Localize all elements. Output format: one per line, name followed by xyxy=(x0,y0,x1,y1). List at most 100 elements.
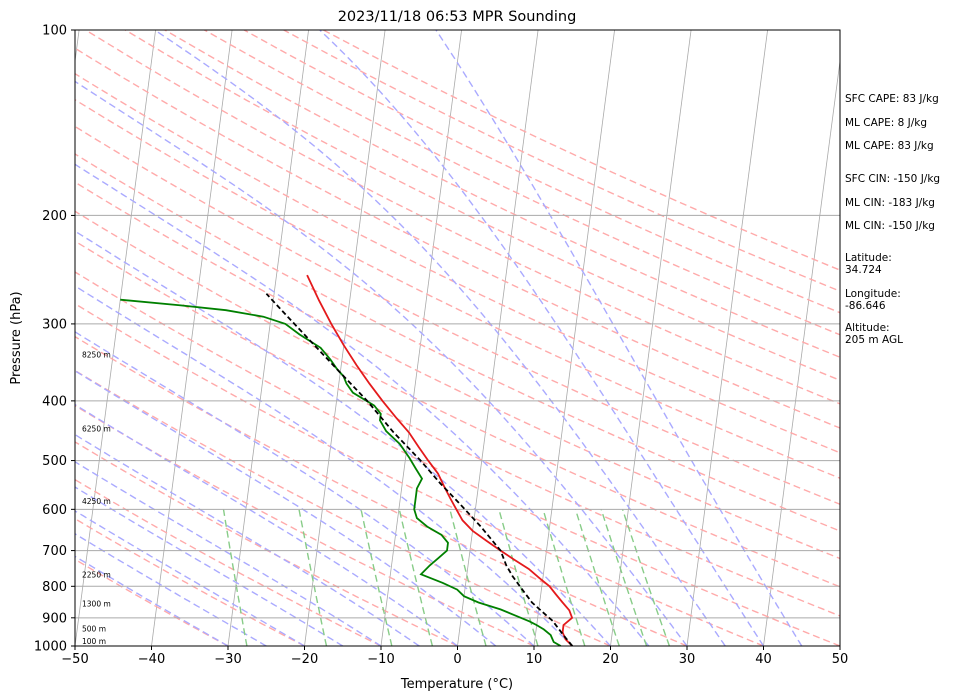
dry-adiabat xyxy=(75,98,840,479)
y-tick-label: 900 xyxy=(42,611,67,626)
stat-annotation: Longitude: xyxy=(845,288,901,300)
stat-annotation: -86.646 xyxy=(845,300,886,312)
dry-adiabat xyxy=(164,30,840,359)
dry-adiabat xyxy=(75,240,840,617)
height-label: 500 m xyxy=(82,625,106,634)
stat-annotation: ML CAPE: 8 J/kg xyxy=(845,117,927,129)
dry-adiabat xyxy=(75,125,840,505)
stat-annotation: SFC CIN: -150 J/kg xyxy=(845,173,940,185)
mixing-ratio-line xyxy=(498,509,539,646)
dry-adiabat xyxy=(75,335,688,646)
isotherm-line xyxy=(227,30,309,646)
moist-adiabat xyxy=(75,80,688,646)
stat-annotation: 205 m AGL xyxy=(845,334,903,346)
moist-adiabat xyxy=(435,30,803,646)
y-tick-label: 600 xyxy=(42,503,67,518)
mixing-ratio-line xyxy=(298,509,328,646)
dry-adiabat xyxy=(75,517,305,646)
isotherm-line xyxy=(75,30,156,646)
stat-annotation: ML CAPE: 83 J/kg xyxy=(845,140,934,152)
y-tick-label: 400 xyxy=(42,394,67,409)
y-tick-label: 300 xyxy=(42,317,67,332)
height-label: 4250 m xyxy=(82,497,111,506)
stat-annotation: SFC CAPE: 83 J/kg xyxy=(845,93,939,105)
stat-annotation: ML CIN: -150 J/kg xyxy=(845,220,935,232)
x-tick-label: 0 xyxy=(453,652,461,667)
height-labels: 100 m 500 m 1300 m 2250 m 4250 m 6250 m 8250 m xyxy=(82,351,111,646)
background-lines xyxy=(0,30,840,646)
moist-adiabat xyxy=(75,330,535,646)
moist-adiabat xyxy=(154,30,726,646)
stat-annotation: 34.724 xyxy=(845,264,882,276)
x-tick-label: 50 xyxy=(832,652,849,667)
isotherm-line xyxy=(610,30,692,646)
x-tick-label: −50 xyxy=(61,652,88,667)
y-axis-label: Pressure (hPa) xyxy=(9,291,24,384)
y-tick-label: 500 xyxy=(42,454,67,469)
mixing-ratio-line xyxy=(360,509,393,646)
stat-annotation: ML CIN: -183 J/kg xyxy=(845,197,935,209)
dry-adiabat xyxy=(75,47,840,429)
y-tick-label: 800 xyxy=(42,580,67,595)
x-tick-label: 40 xyxy=(755,652,772,667)
dry-adiabat xyxy=(75,302,764,646)
y-tick-label: 1000 xyxy=(34,640,67,655)
dry-adiabat xyxy=(124,30,840,382)
dewpoint-line xyxy=(120,298,562,646)
mixing-ratio-line xyxy=(449,509,487,646)
isotherm-line xyxy=(686,30,768,646)
moist-adiabat xyxy=(75,369,497,646)
dry-adiabat xyxy=(75,210,840,588)
moist-adiabat xyxy=(319,30,765,646)
dry-adiabat xyxy=(204,30,840,336)
dry-adiabat xyxy=(75,271,840,646)
moist-adiabat xyxy=(75,461,382,646)
dry-adiabat xyxy=(75,153,840,532)
height-label: 100 m xyxy=(82,637,106,646)
pressure-gridlines xyxy=(75,214,840,619)
stat-annotation: Latitude: xyxy=(845,252,892,264)
dry-adiabat xyxy=(75,181,840,560)
dry-adiabat xyxy=(283,30,840,292)
y-axis-ticks: 100 200 300 400 500 600 700 800 900 1000 xyxy=(34,24,75,655)
dry-adiabat xyxy=(75,558,229,646)
moist-adiabat xyxy=(75,533,267,646)
height-label: 2250 m xyxy=(82,571,111,580)
isotherm-line xyxy=(304,30,386,646)
stat-annotation: Altitude: xyxy=(845,322,890,334)
dry-adiabat xyxy=(75,404,535,646)
moist-adiabat xyxy=(75,285,573,646)
x-tick-label: −10 xyxy=(367,652,394,667)
isotherm-line xyxy=(151,30,233,646)
moist-adiabat xyxy=(75,163,650,646)
parcel-profile-line xyxy=(265,293,573,646)
height-label: 1300 m xyxy=(82,600,111,609)
isotherm-line xyxy=(0,30,3,646)
x-axis-ticks: −50 −40 −30 −20 −10 0 10 20 30 40 50 xyxy=(61,646,848,667)
mixing-ratio-line xyxy=(621,509,671,646)
y-tick-label: 200 xyxy=(42,209,67,224)
moist-adiabat xyxy=(75,230,612,646)
x-tick-label: 20 xyxy=(602,652,619,667)
isotherm-line xyxy=(380,30,462,646)
height-label: 6250 m xyxy=(82,425,111,434)
mixing-ratio-line xyxy=(600,509,648,646)
dry-adiabat xyxy=(75,478,382,646)
mixing-ratio-line xyxy=(574,509,620,646)
dry-adiabat xyxy=(75,369,611,646)
isotherm-line xyxy=(457,30,539,646)
chart-title: 2023/11/18 06:53 MPR Sounding xyxy=(338,9,577,25)
moist-adiabat xyxy=(75,555,229,646)
x-tick-label: −40 xyxy=(138,652,165,667)
isotherm-line xyxy=(763,58,840,646)
x-tick-label: 10 xyxy=(526,652,543,667)
mixing-ratio-line xyxy=(542,509,586,646)
x-tick-label: −20 xyxy=(291,652,318,667)
dry-adiabat xyxy=(243,30,840,314)
plot-frame xyxy=(74,29,841,647)
x-tick-label: 30 xyxy=(679,652,696,667)
dry-adiabat xyxy=(75,72,840,454)
x-axis-label: Temperature (°C) xyxy=(400,677,513,692)
stats-annotations: SFC CAPE: 83 J/kg ML CAPE: 8 J/kg ML CAPE:… xyxy=(845,93,940,346)
